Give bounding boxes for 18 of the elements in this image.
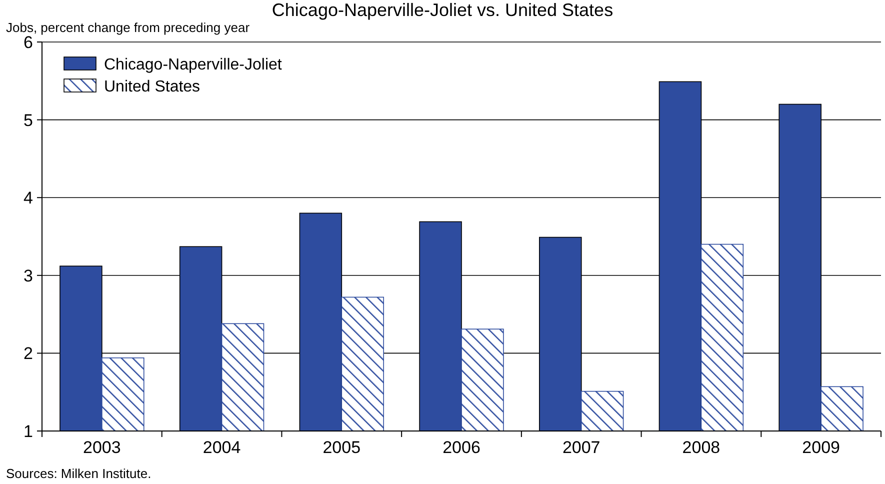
x-tick-label: 2005 <box>322 438 361 457</box>
y-tick-label: 3 <box>24 266 33 286</box>
x-tick-label: 2006 <box>442 438 480 457</box>
y-tick-label: 2 <box>24 344 33 364</box>
legend-label: United States <box>104 78 200 96</box>
x-tick-label: 2007 <box>562 438 600 457</box>
y-tick-label: 4 <box>24 188 33 208</box>
x-tick-label: 2003 <box>83 438 121 457</box>
source-note: Sources: Milken Institute. <box>6 466 152 481</box>
x-tick-label: 2004 <box>202 438 241 457</box>
y-tick-label: 1 <box>24 422 33 441</box>
x-tick-label: 2009 <box>802 438 840 457</box>
y-tick-label: 6 <box>24 32 33 52</box>
x-tick-label: 2008 <box>682 438 720 457</box>
y-tick-label: 5 <box>24 110 33 130</box>
y-axis-title: Jobs, percent change from preceding year <box>6 20 250 35</box>
chart-title: Chicago-Naperville-Joliet vs. United States <box>272 0 614 20</box>
legend-label: Chicago-Naperville-Joliet <box>104 56 282 74</box>
